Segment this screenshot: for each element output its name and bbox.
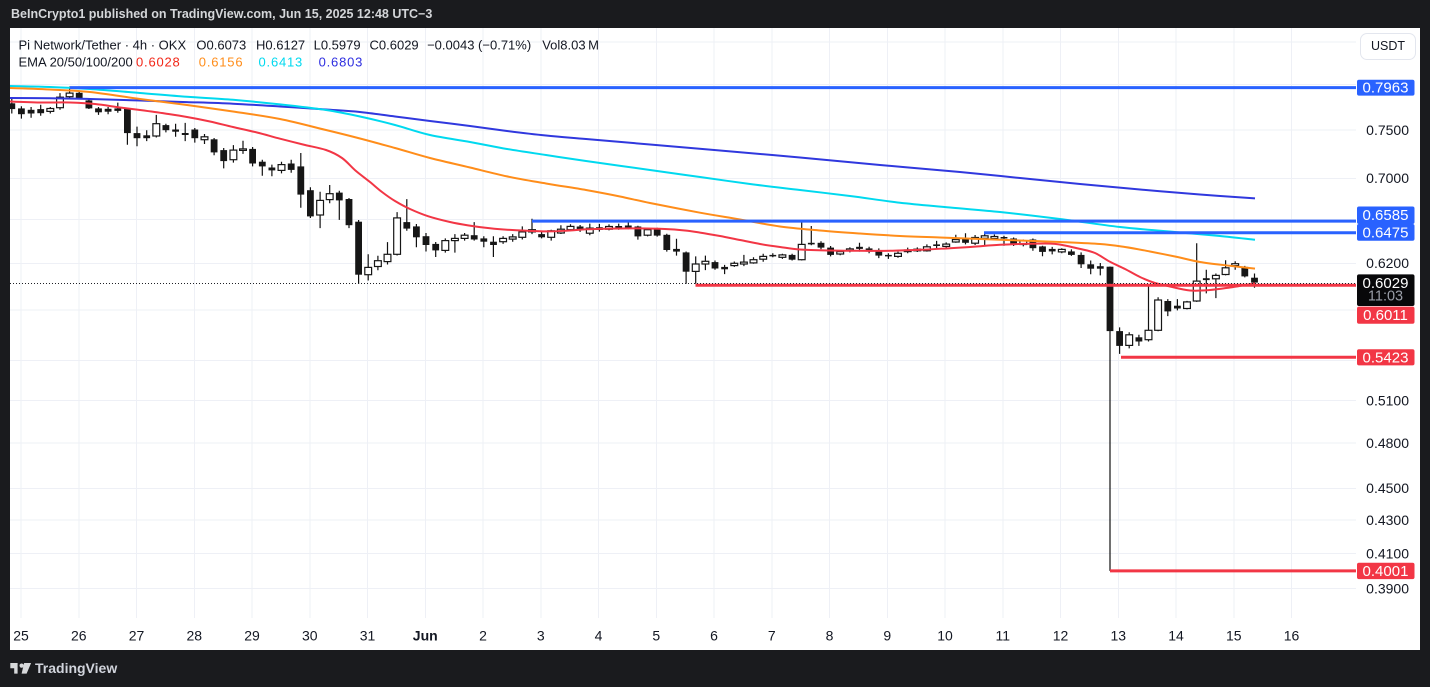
svg-text:15: 15 [1226,628,1242,644]
svg-text:0.6156: 0.6156 [199,55,244,70]
svg-text:4: 4 [595,628,603,644]
svg-text:2: 2 [479,628,487,644]
svg-text:0.7500: 0.7500 [1366,122,1409,138]
svg-text:0.6475: 0.6475 [1363,224,1409,241]
svg-text:3: 3 [537,628,545,644]
svg-text:29: 29 [244,628,260,644]
svg-text:0.6029: 0.6029 [1363,275,1409,292]
svg-text:6: 6 [710,628,718,644]
svg-text:26: 26 [71,628,87,644]
svg-text:−0.0043 (−0.71%): −0.0043 (−0.71%) [427,38,531,53]
svg-text:H0.6127: H0.6127 [256,38,305,53]
svg-text:31: 31 [360,628,376,644]
svg-text:0.4300: 0.4300 [1366,512,1409,528]
svg-text:0.4001: 0.4001 [1363,563,1409,580]
svg-text:27: 27 [129,628,145,644]
svg-text:Vol8.03 M: Vol8.03 M [542,38,599,53]
svg-text:0.6413: 0.6413 [259,55,304,70]
svg-text:10: 10 [937,628,953,644]
svg-text:0.5423: 0.5423 [1363,349,1409,366]
svg-text:0.7000: 0.7000 [1366,170,1409,186]
svg-text:C0.6029: C0.6029 [370,38,419,53]
svg-text:14: 14 [1168,628,1184,644]
svg-text:13: 13 [1110,628,1126,644]
svg-text:0.6803: 0.6803 [319,55,364,70]
svg-text:11:03: 11:03 [1368,289,1403,305]
svg-text:8: 8 [826,628,834,644]
svg-text:0.6028: 0.6028 [136,55,181,70]
svg-text:Jun: Jun [413,628,438,644]
svg-text:0.6585: 0.6585 [1363,207,1409,224]
svg-text:9: 9 [883,628,891,644]
svg-text:0.6011: 0.6011 [1363,307,1408,324]
svg-text:0.4800: 0.4800 [1366,435,1409,451]
svg-text:30: 30 [302,628,318,644]
svg-text:16: 16 [1284,628,1300,644]
svg-text:5: 5 [652,628,660,644]
svg-text:25: 25 [13,628,29,644]
svg-text:0.3900: 0.3900 [1366,581,1409,597]
svg-text:28: 28 [186,628,202,644]
svg-text:7: 7 [768,628,776,644]
svg-text:L0.5979: L0.5979 [314,38,361,53]
svg-text:0.4100: 0.4100 [1366,546,1409,562]
svg-text:12: 12 [1053,628,1069,644]
svg-text:0.4500: 0.4500 [1366,480,1409,496]
svg-text:11: 11 [995,628,1010,644]
svg-text:Pi Network/Tether · 4h · OKX: Pi Network/Tether · 4h · OKX [19,38,187,53]
svg-text:EMA 20/50/100/200: EMA 20/50/100/200 [19,55,133,70]
svg-text:0.7963: 0.7963 [1363,80,1409,97]
svg-text:0.5100: 0.5100 [1366,392,1409,408]
svg-text:O0.6073: O0.6073 [196,38,246,53]
svg-text:0.6200: 0.6200 [1366,255,1409,271]
